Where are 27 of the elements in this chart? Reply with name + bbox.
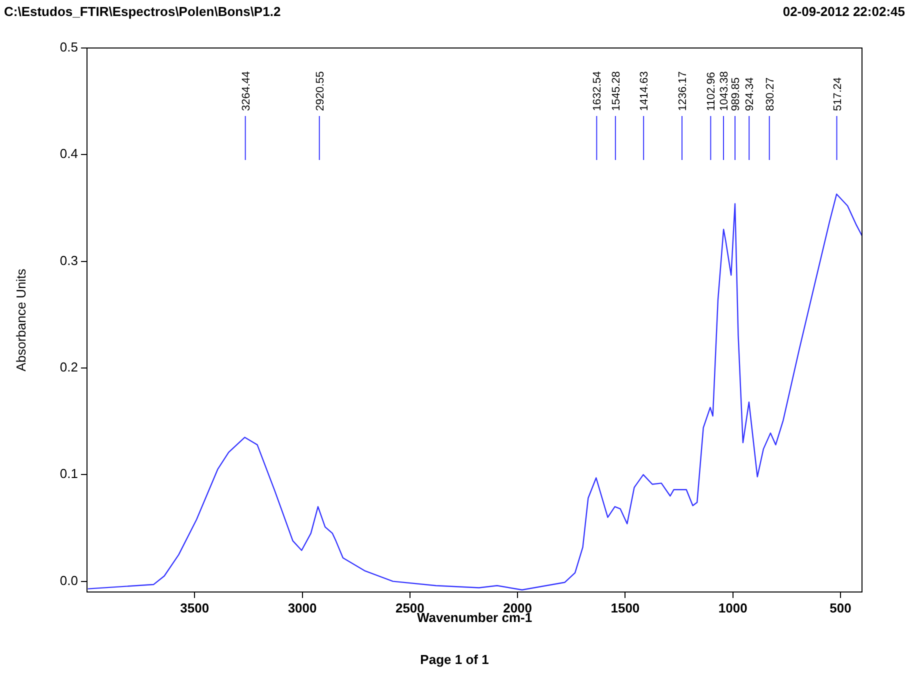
ref-line-label: 830.27 xyxy=(764,77,776,111)
ref-line-label: 1043.38 xyxy=(718,71,730,111)
x-tick-label: 3500 xyxy=(180,600,210,616)
ref-line-label: 1414.63 xyxy=(638,71,651,111)
x-tick-label: 3000 xyxy=(288,600,317,616)
ref-line-label: 924.34 xyxy=(744,77,756,111)
ref-line-label: 989.85 xyxy=(730,77,742,111)
y-axis-title: Absorbance Units xyxy=(13,268,28,372)
x-tick-label: 1500 xyxy=(610,600,640,616)
chart-title: C:\Estudos_FTIR\Espectros\Polen\Bons\P1.2 xyxy=(4,4,281,19)
y-tick-label: 0.0 xyxy=(60,572,78,588)
text: Page 1 of 1 xyxy=(419,652,490,667)
ref-line-label: 1632.54 xyxy=(592,71,604,111)
y-tick-label: 0.1 xyxy=(60,466,78,482)
ref-line-label: 517.24 xyxy=(832,77,844,111)
ref-line-label: 2920.55 xyxy=(314,71,326,111)
x-tick-label: 1000 xyxy=(718,600,748,616)
ref-line-label: 3264.44 xyxy=(240,71,252,111)
y-tick-label: 0.3 xyxy=(60,252,78,268)
ref-line-label: 1236.17 xyxy=(676,71,689,111)
ref-line-label: 1545.28 xyxy=(610,71,622,111)
y-tick-label: 0.5 xyxy=(60,40,78,55)
y-tick-label: 0.4 xyxy=(60,146,78,162)
ref-line-label: 1102.96 xyxy=(706,72,718,111)
x-tick-label: 500 xyxy=(830,600,852,616)
text: 02-09-2012 22:02:45 xyxy=(782,4,905,19)
y-tick-label: 0.2 xyxy=(60,360,78,375)
